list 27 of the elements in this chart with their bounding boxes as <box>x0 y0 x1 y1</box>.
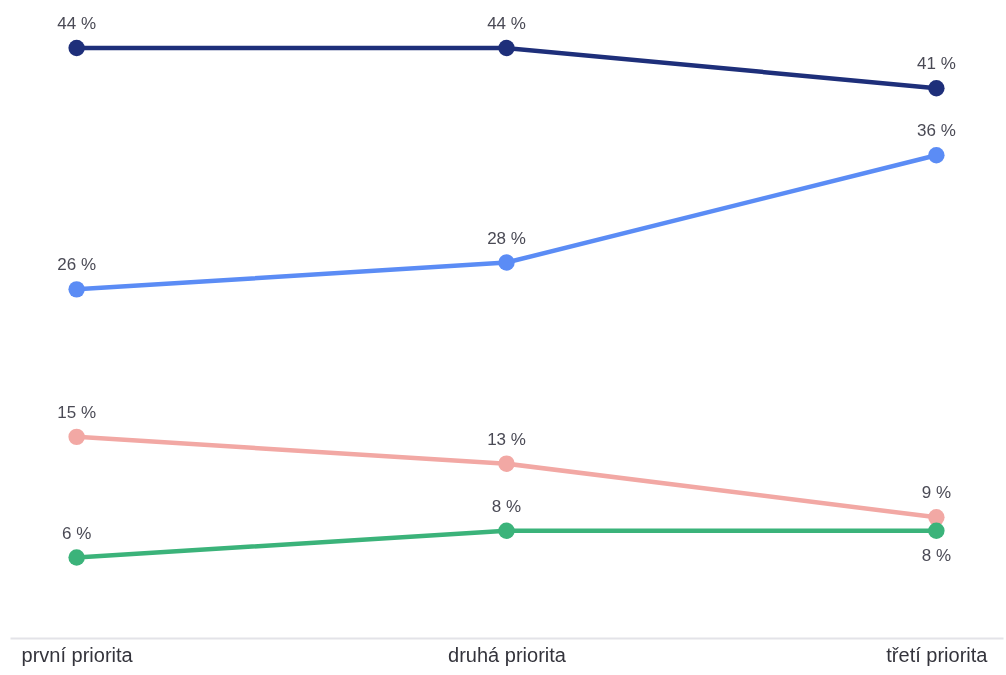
data-label: 41 % <box>917 54 956 74</box>
point <box>498 455 515 472</box>
point <box>68 281 85 298</box>
point <box>928 147 945 164</box>
data-label: 26 % <box>57 255 96 275</box>
point <box>68 39 85 57</box>
point <box>68 428 85 446</box>
x-tick-label: první priorita <box>21 643 134 666</box>
data-label: 15 % <box>57 402 96 422</box>
x-tick-label: třetí priorita <box>886 643 989 666</box>
data-label: 13 % <box>487 429 526 449</box>
data-label: 28 % <box>487 228 526 248</box>
data-label: 6 % <box>61 523 92 543</box>
point <box>498 254 515 271</box>
data-label: 44 % <box>487 14 526 33</box>
data-label: 9 % <box>921 483 952 503</box>
data-label: 8 % <box>921 545 952 565</box>
point <box>928 522 945 539</box>
point <box>68 549 85 566</box>
point <box>498 39 515 57</box>
point <box>498 522 515 539</box>
data-label: 44 % <box>57 14 96 33</box>
point <box>928 509 945 526</box>
data-label: 36 % <box>917 121 956 141</box>
data-label: 8 % <box>491 496 522 516</box>
x-tick-label: druhá priorita <box>448 643 567 666</box>
point <box>928 80 945 97</box>
